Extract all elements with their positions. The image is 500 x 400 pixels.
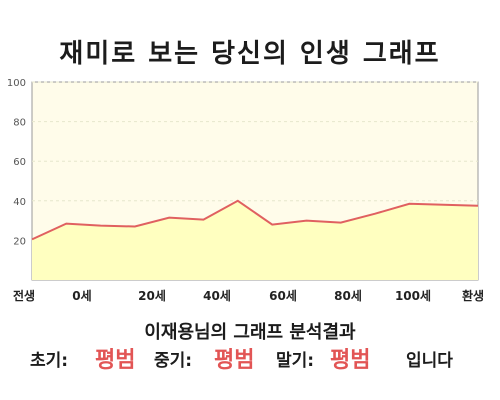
y-tick-label: 60 — [13, 157, 26, 168]
y-axis: 20 40 60 80 100 — [7, 78, 26, 247]
x-tick-label: 40세 — [203, 288, 231, 303]
x-tick-label: 60세 — [269, 288, 297, 303]
x-axis: 전생 0세 20세 40세 60세 80세 100세 환생 — [13, 288, 484, 303]
result-suffix: 입니다 — [406, 351, 453, 371]
y-tick-label: 80 — [13, 118, 26, 129]
x-tick-label: 0세 — [72, 288, 91, 303]
early-label: 초기: — [30, 351, 69, 371]
series-area — [32, 200, 478, 280]
series-line — [31, 199, 479, 241]
analysis-subtitle: 이재용님의 그래프 분석결과 — [144, 322, 356, 343]
x-tick-label: 전생 — [13, 288, 35, 303]
x-tick-label: 환생 — [462, 288, 484, 303]
x-tick-label: 100세 — [395, 288, 431, 303]
y-tick-label: 100 — [7, 78, 26, 89]
late-value: 평범 — [330, 348, 371, 373]
early-value: 평범 — [95, 348, 136, 373]
life-graph-chart: 20 40 60 80 100 전생 0세 20세 40세 60세 80세 100세 환생 — [7, 78, 484, 303]
x-tick-label: 80세 — [334, 288, 362, 303]
mid-label: 중기: — [154, 351, 193, 371]
y-tick-label: 40 — [13, 197, 26, 208]
mid-value: 평범 — [214, 348, 255, 373]
late-label: 말기: — [276, 351, 315, 371]
page-title: 재미로 보는 당신의 인생 그래프 — [59, 39, 441, 69]
x-tick-label: 20세 — [138, 288, 166, 303]
y-tick-label: 20 — [13, 236, 26, 247]
